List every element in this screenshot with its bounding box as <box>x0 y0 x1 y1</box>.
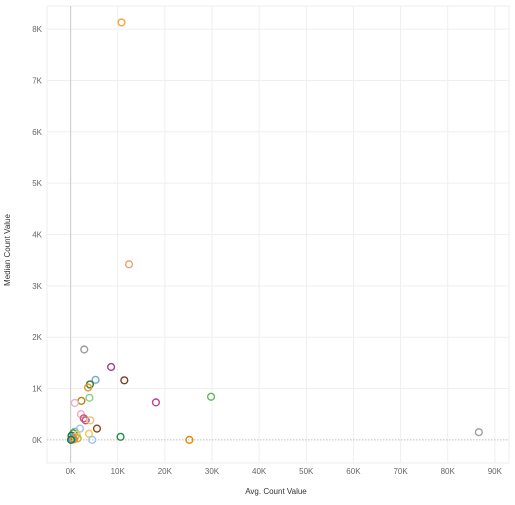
axis-layer: 0K 10K 20K 30K 40K 50K 60K 70K 80K 90K 0K 1K 2K 3K 4K 5… <box>32 25 502 476</box>
scatter-point[interactable] <box>86 416 95 425</box>
scatter-point[interactable] <box>91 375 100 384</box>
y-tick-label: 0K <box>32 436 42 445</box>
scatter-point[interactable] <box>120 376 129 385</box>
scatter-point[interactable] <box>92 424 102 433</box>
point-layer <box>66 18 483 444</box>
y-tick-label: 7K <box>32 76 42 85</box>
scatter-point[interactable] <box>116 432 125 441</box>
y-tick-label: 3K <box>32 282 42 291</box>
y-tick-label: 4K <box>32 231 42 240</box>
x-tick-label: 70K <box>393 467 408 476</box>
y-tick-label: 2K <box>32 333 42 342</box>
x-tick-label: 90K <box>488 467 503 476</box>
y-tick-label: 1K <box>32 385 42 394</box>
scatter-point[interactable] <box>185 435 194 444</box>
scatter-point[interactable] <box>84 429 94 438</box>
scatter-point[interactable] <box>85 393 94 402</box>
scatter-point[interactable] <box>107 362 116 372</box>
scatter-point[interactable] <box>151 398 161 407</box>
scatter-point[interactable] <box>83 383 93 392</box>
x-tick-label: 20K <box>158 467 173 476</box>
scatter-point[interactable] <box>81 416 90 425</box>
scatter-point[interactable] <box>124 260 134 269</box>
x-axis-title: Avg. Count Value <box>245 487 307 496</box>
scatter-point[interactable] <box>474 428 483 437</box>
x-tick-label: 30K <box>205 467 220 476</box>
y-tick-label: 6K <box>32 128 42 137</box>
x-tick-label: 0K <box>66 467 76 476</box>
scatter-point[interactable] <box>117 18 126 27</box>
scatter-point[interactable] <box>88 435 97 444</box>
scatter-point[interactable] <box>66 435 76 444</box>
scatter-point[interactable] <box>80 345 89 354</box>
x-tick-label: 40K <box>252 467 267 476</box>
scatter-point[interactable] <box>206 392 216 401</box>
scatter-point[interactable] <box>70 398 79 408</box>
grid-layer <box>46 5 510 464</box>
y-tick-label: 8K <box>32 25 42 34</box>
x-tick-label: 60K <box>346 467 361 476</box>
scatter-point[interactable] <box>77 396 86 405</box>
x-tick-label: 80K <box>441 467 456 476</box>
y-axis-title: Median Count Value <box>3 214 12 286</box>
x-tick-label: 10K <box>111 467 126 476</box>
x-tick-label: 50K <box>299 467 314 476</box>
y-tick-label: 5K <box>32 179 42 188</box>
